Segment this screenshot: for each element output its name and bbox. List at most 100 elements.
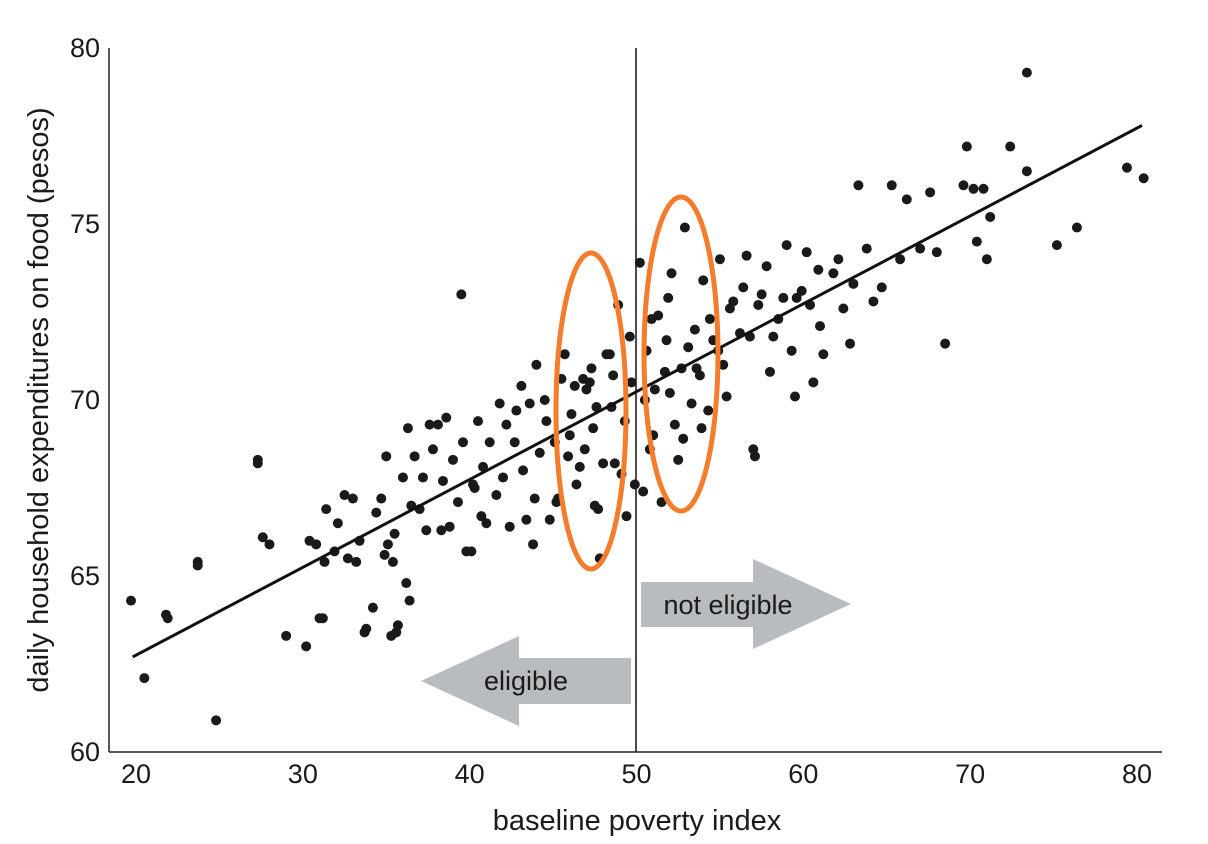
data-point (604, 349, 615, 360)
data-point (940, 338, 951, 349)
x-tick-labels: 20 30 40 50 60 70 80 (121, 759, 1152, 789)
data-point (815, 321, 826, 332)
y-tick-label: 65 (70, 561, 100, 591)
data-point (456, 289, 467, 300)
data-point (566, 409, 577, 420)
data-point (192, 560, 203, 571)
data-point (321, 504, 332, 515)
data-point (661, 335, 672, 346)
data-point (649, 384, 660, 395)
data-point (861, 243, 872, 254)
data-point (427, 444, 438, 455)
data-point (634, 257, 645, 268)
data-point (673, 454, 684, 465)
data-point (563, 451, 574, 462)
data-point (591, 402, 602, 413)
data-point (593, 504, 604, 515)
data-point (311, 539, 322, 550)
data-point (848, 278, 859, 289)
data-point (853, 180, 864, 191)
data-point (663, 292, 674, 303)
data-point (317, 613, 328, 624)
data-point (551, 497, 562, 508)
eligible-arrow (421, 636, 631, 726)
data-point (638, 486, 649, 497)
data-point (211, 715, 222, 726)
data-point (1138, 173, 1149, 184)
data-point (125, 595, 136, 606)
data-point (361, 623, 372, 634)
data-point (1051, 240, 1062, 251)
data-point (541, 416, 552, 427)
y-tick-label: 60 (70, 737, 100, 767)
data-point (371, 507, 382, 518)
data-point (478, 461, 489, 472)
data-point (339, 490, 350, 501)
data-point (876, 282, 887, 293)
data-point (764, 366, 775, 377)
data-point (404, 595, 415, 606)
data-point (931, 247, 942, 258)
regression-line (131, 124, 1143, 659)
data-point (756, 289, 767, 300)
x-tick-label: 80 (1122, 759, 1152, 789)
data-point (444, 521, 455, 532)
data-point (257, 532, 268, 543)
data-point (579, 444, 590, 455)
data-points (125, 67, 1149, 726)
data-point (721, 391, 732, 402)
data-point (968, 183, 979, 194)
data-point (468, 479, 479, 490)
data-point (813, 264, 824, 275)
right-highlight-ellipse (641, 194, 721, 514)
data-point (796, 285, 807, 296)
data-point (724, 303, 735, 314)
data-point (162, 613, 173, 624)
data-point (529, 493, 540, 504)
data-point (539, 395, 550, 405)
x-tick-label: 60 (788, 759, 818, 789)
data-point (504, 521, 515, 532)
data-point (985, 211, 996, 222)
data-point (778, 292, 789, 303)
data-point (584, 377, 595, 388)
data-point (571, 479, 582, 490)
eligible-label: eligible (484, 666, 568, 696)
data-point (524, 398, 535, 409)
data-point (886, 180, 897, 191)
data-point (718, 359, 729, 370)
data-point (704, 314, 715, 325)
data-point (895, 254, 906, 265)
data-point (501, 419, 512, 430)
highlight-ellipses (553, 194, 721, 572)
data-point (629, 479, 640, 490)
data-point (738, 282, 749, 293)
data-point (452, 497, 463, 508)
data-point (608, 370, 619, 381)
data-point (347, 493, 358, 504)
data-point (509, 437, 520, 448)
data-point (868, 296, 879, 307)
data-point (516, 380, 527, 391)
data-point (749, 451, 760, 462)
y-tick-label: 75 (70, 209, 100, 239)
data-point (588, 423, 599, 434)
data-point (626, 377, 637, 388)
data-point (791, 292, 802, 303)
data-point (511, 405, 522, 416)
data-point (559, 349, 570, 360)
data-point (473, 416, 484, 427)
data-point (714, 254, 725, 265)
data-point (683, 342, 694, 353)
data-point (598, 458, 609, 469)
data-point (389, 528, 400, 539)
data-point (666, 268, 677, 279)
data-point (845, 338, 856, 349)
data-point (392, 620, 403, 631)
data-point (1121, 162, 1132, 173)
data-point (1071, 222, 1082, 233)
x-tick-label: 50 (621, 759, 651, 789)
y-tick-labels: 60 65 70 75 80 (70, 33, 100, 767)
data-point (498, 472, 509, 483)
x-tick-label: 30 (288, 759, 318, 789)
